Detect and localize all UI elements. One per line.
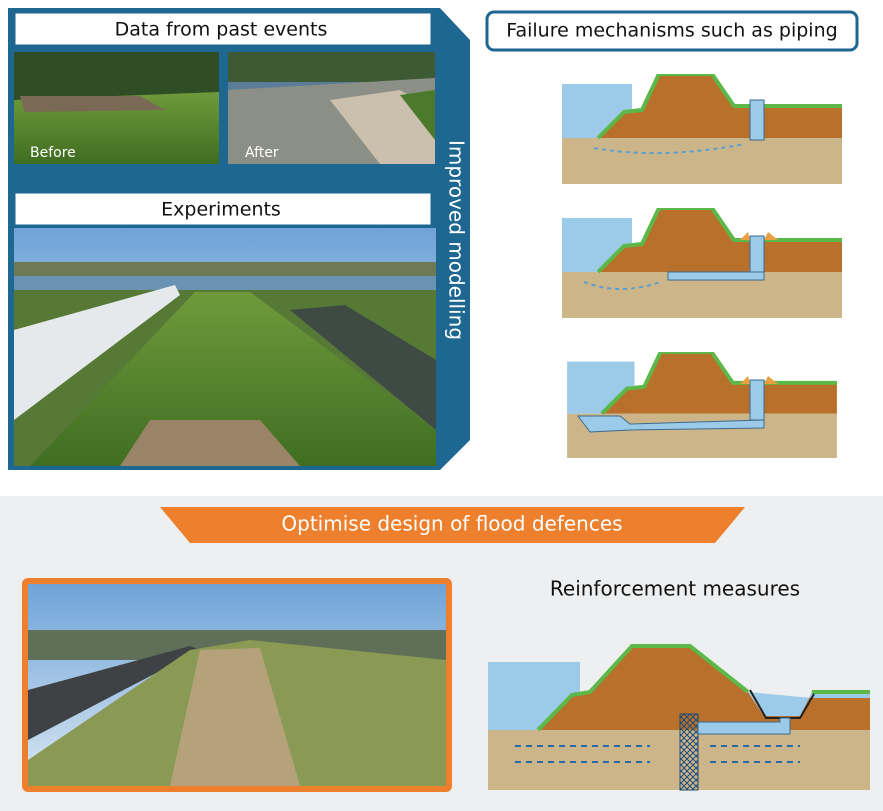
diagram-reinforcement [488, 644, 870, 791]
reinforcement-title: Reinforcement measures [550, 577, 800, 601]
photo-reinforcement [22, 578, 452, 792]
experiments-title: Experiments [161, 199, 281, 221]
photo-after [228, 52, 435, 164]
before-label: Before [30, 145, 76, 161]
side-label: Improved modelling [445, 140, 469, 340]
after-label: After [245, 145, 279, 161]
modelling-frame: Before After Data from past events Exper… [8, 8, 470, 470]
past-events-title: Data from past events [115, 19, 328, 41]
banner-text: Optimise design of flood defences [281, 512, 622, 536]
photo-before [14, 52, 219, 164]
banner [160, 507, 745, 543]
diagram-piping-1 [562, 74, 842, 184]
diagram-piping-3 [565, 352, 839, 458]
diagram-piping-2 [562, 208, 842, 318]
failure-title: Failure mechanisms such as piping [506, 20, 837, 42]
photo-experiments [14, 228, 436, 466]
